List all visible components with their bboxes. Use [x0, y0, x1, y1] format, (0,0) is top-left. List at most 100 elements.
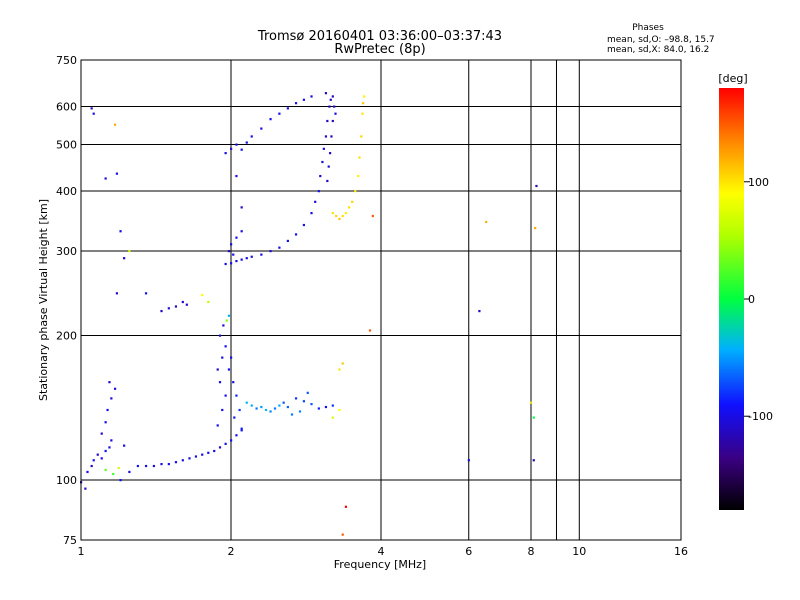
data-point [90, 107, 93, 110]
data-point [201, 453, 204, 456]
data-point [344, 505, 348, 508]
data-point [224, 152, 227, 155]
data-point [357, 174, 360, 178]
data-point [235, 236, 238, 239]
stats-line-x: mean, sd,X: 84.0, 16.2 [607, 45, 709, 55]
data-point [330, 135, 333, 138]
data-point [250, 404, 253, 407]
data-point [160, 309, 163, 313]
data-point [92, 112, 95, 115]
data-point [361, 112, 364, 115]
data-point [535, 184, 538, 188]
data-point [321, 160, 324, 164]
data-point [310, 403, 313, 406]
data-point [341, 214, 344, 218]
data-point [235, 394, 238, 397]
x-tick-label: 10 [572, 545, 586, 558]
data-point [341, 362, 344, 365]
data-point [119, 230, 122, 233]
data-point [174, 461, 178, 464]
data-point [368, 329, 372, 332]
y-tick-label: 500 [56, 139, 77, 152]
data-point [324, 135, 328, 138]
x-tick-label: 4 [378, 545, 385, 558]
data-point [360, 135, 363, 138]
data-point [264, 408, 268, 412]
y-tick-label: 400 [56, 185, 77, 198]
chart-title: Tromsø 20160401 03:36:00–03:37:43 [257, 29, 502, 44]
data-point [230, 147, 233, 150]
data-point [110, 439, 113, 442]
data-point [113, 123, 117, 126]
y-tick-label: 750 [56, 54, 77, 67]
data-point [112, 472, 115, 476]
data-point [117, 466, 120, 470]
data-point [478, 309, 481, 313]
data-point [324, 405, 328, 409]
colorbar-tick-label: -100 [748, 410, 773, 423]
data-point [326, 179, 329, 183]
data-point [167, 462, 170, 466]
data-point [327, 165, 330, 168]
data-point [240, 230, 243, 233]
data-point [181, 459, 184, 462]
data-point [232, 381, 235, 384]
data-point [354, 190, 357, 193]
data-point [328, 152, 332, 155]
data-point [338, 217, 341, 221]
data-point [338, 408, 341, 412]
data-point [104, 421, 107, 424]
colorbar [719, 88, 744, 510]
data-point [216, 368, 219, 371]
data-point [174, 305, 178, 308]
data-point [224, 345, 227, 348]
y-tick-label: 75 [63, 534, 77, 547]
data-point [331, 404, 334, 407]
data-point [90, 464, 93, 468]
data-point [286, 405, 289, 409]
x-tick-label: 2 [228, 545, 235, 558]
data-point [306, 391, 309, 394]
data-point [317, 190, 320, 193]
data-point [269, 410, 272, 413]
data-point [240, 258, 243, 261]
data-point [230, 262, 233, 265]
data-point [310, 95, 313, 98]
data-point [218, 381, 222, 384]
data-point [341, 533, 344, 536]
colorbar-label: [deg] [718, 72, 747, 85]
data-point [221, 408, 224, 412]
data-point [371, 214, 374, 218]
data-point [278, 112, 281, 115]
data-point [250, 255, 253, 258]
data-point [269, 118, 272, 121]
y-tick-label: 600 [56, 101, 77, 114]
data-point [319, 174, 322, 178]
data-point [534, 227, 537, 230]
data-point [485, 220, 488, 224]
data-point [213, 449, 216, 453]
data-point [100, 432, 103, 435]
data-point [240, 427, 243, 430]
data-point [322, 147, 325, 150]
y-tick-label: 100 [56, 474, 77, 487]
data-point [128, 250, 131, 253]
data-point [250, 135, 253, 138]
data-point [136, 464, 139, 468]
data-point [269, 250, 272, 253]
data-point [347, 206, 351, 209]
data-point [128, 470, 131, 474]
data-point [160, 462, 163, 466]
colorbar-tick-label: 100 [748, 176, 769, 189]
data-point [317, 407, 320, 410]
data-point [363, 95, 366, 98]
data-point [224, 442, 227, 445]
data-point [273, 407, 277, 410]
data-point [260, 253, 263, 256]
data-point [358, 156, 361, 159]
data-point [201, 293, 204, 297]
colorbar-tick-label: 0 [748, 293, 755, 306]
data-point [326, 119, 329, 123]
data-point [302, 98, 306, 101]
